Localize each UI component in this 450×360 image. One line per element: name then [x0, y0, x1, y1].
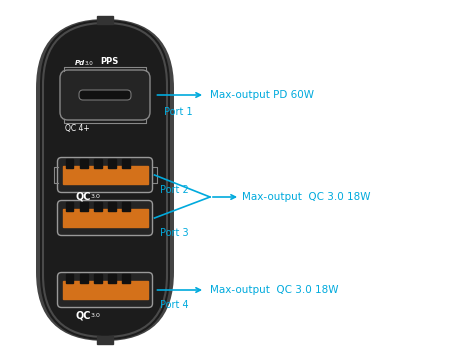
Text: Max-output  QC 3.0 18W: Max-output QC 3.0 18W: [210, 285, 338, 295]
Bar: [94, 158, 102, 168]
FancyBboxPatch shape: [58, 158, 153, 193]
Bar: [97, 336, 113, 344]
FancyBboxPatch shape: [40, 20, 170, 340]
Text: Port 3: Port 3: [161, 228, 189, 238]
Bar: [63, 209, 148, 227]
Bar: [94, 202, 102, 211]
FancyBboxPatch shape: [58, 201, 153, 235]
Bar: [66, 158, 73, 168]
Text: QC: QC: [76, 310, 91, 320]
Bar: [108, 158, 116, 168]
Text: Max-output PD 60W: Max-output PD 60W: [210, 90, 314, 100]
Bar: [63, 281, 148, 299]
Bar: [122, 202, 130, 211]
Bar: [66, 202, 73, 211]
Text: 3.0: 3.0: [91, 313, 101, 318]
Bar: [108, 274, 116, 283]
Text: Pd: Pd: [75, 60, 85, 66]
Text: Port 2: Port 2: [161, 185, 189, 195]
Text: 3.0: 3.0: [91, 194, 101, 199]
FancyBboxPatch shape: [36, 19, 174, 341]
Bar: [63, 166, 148, 184]
FancyBboxPatch shape: [60, 70, 150, 120]
Bar: [122, 274, 130, 283]
Bar: [80, 202, 88, 211]
FancyBboxPatch shape: [58, 273, 153, 307]
FancyBboxPatch shape: [43, 23, 167, 337]
Bar: [108, 202, 116, 211]
Text: Max-output  QC 3.0 18W: Max-output QC 3.0 18W: [242, 192, 370, 202]
Text: 3.0: 3.0: [85, 61, 94, 66]
FancyBboxPatch shape: [79, 90, 131, 100]
Bar: [80, 274, 88, 283]
Bar: [94, 274, 102, 283]
Text: QC: QC: [76, 192, 91, 202]
Text: Port 4: Port 4: [161, 300, 189, 310]
Bar: [97, 16, 113, 24]
Text: QC 4+: QC 4+: [65, 124, 90, 133]
Bar: [66, 274, 73, 283]
Bar: [80, 158, 88, 168]
Bar: [122, 158, 130, 168]
Text: Port 1: Port 1: [165, 107, 193, 117]
Text: PPS: PPS: [100, 57, 118, 66]
